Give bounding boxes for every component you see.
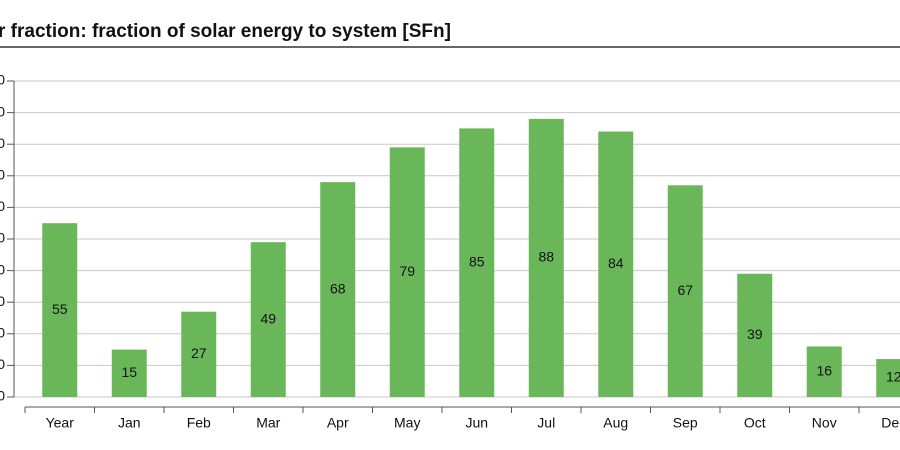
value-label: 68: [330, 280, 346, 296]
y-tick-label: 0: [0, 388, 5, 404]
bar: [667, 185, 703, 397]
y-tick-label: 30: [0, 293, 5, 309]
y-tick-label: 60: [0, 198, 5, 214]
x-tick-label: Nov: [812, 415, 837, 431]
bar: [876, 359, 900, 397]
value-label: 67: [677, 282, 693, 298]
x-tick-label: Mar: [256, 415, 280, 431]
y-tick-label: 10: [0, 356, 5, 372]
x-tick-label: Aug: [603, 415, 628, 431]
x-tick-label: May: [394, 415, 420, 431]
bar: [181, 311, 217, 397]
x-tick-label: Oct: [744, 415, 766, 431]
x-tick-label: Apr: [327, 415, 349, 431]
value-label: 84: [608, 255, 624, 271]
value-label: 49: [260, 310, 276, 326]
y-tick-label: 80: [0, 135, 5, 151]
bar: [42, 223, 78, 397]
y-tick-label: 90: [0, 103, 5, 119]
value-label: 39: [747, 326, 763, 342]
x-tick-label: Dec: [881, 415, 900, 431]
bar: [250, 242, 286, 397]
x-tick-label: Jun: [465, 415, 488, 431]
y-tick-label: 40: [0, 261, 5, 277]
value-label: 79: [399, 263, 415, 279]
value-label: 88: [538, 249, 554, 265]
value-label: 27: [191, 345, 207, 361]
bar: [111, 349, 147, 397]
value-label: 16: [816, 362, 832, 378]
y-tick-label: 20: [0, 325, 5, 341]
bar: [598, 131, 634, 397]
x-tick-label: Jul: [537, 415, 555, 431]
bar: [320, 182, 356, 397]
value-label: 15: [121, 364, 137, 380]
x-tick-label: Feb: [187, 415, 211, 431]
x-tick-label: Jan: [118, 415, 141, 431]
bar: [459, 128, 495, 397]
bar: [737, 273, 773, 397]
x-tick-label: Sep: [673, 415, 698, 431]
y-tick-label: 50: [0, 230, 5, 246]
value-label: 12: [886, 369, 900, 385]
x-tick-label: Year: [46, 415, 75, 431]
y-tick-label: 100: [0, 72, 5, 88]
value-label: 85: [469, 253, 485, 269]
chart-title: r fraction: fraction of solar energy to …: [0, 21, 451, 42]
bar: [528, 118, 564, 398]
bar: [806, 346, 842, 397]
y-tick-label: 70: [0, 167, 5, 183]
bar: [389, 147, 425, 397]
value-label: 55: [52, 301, 68, 317]
